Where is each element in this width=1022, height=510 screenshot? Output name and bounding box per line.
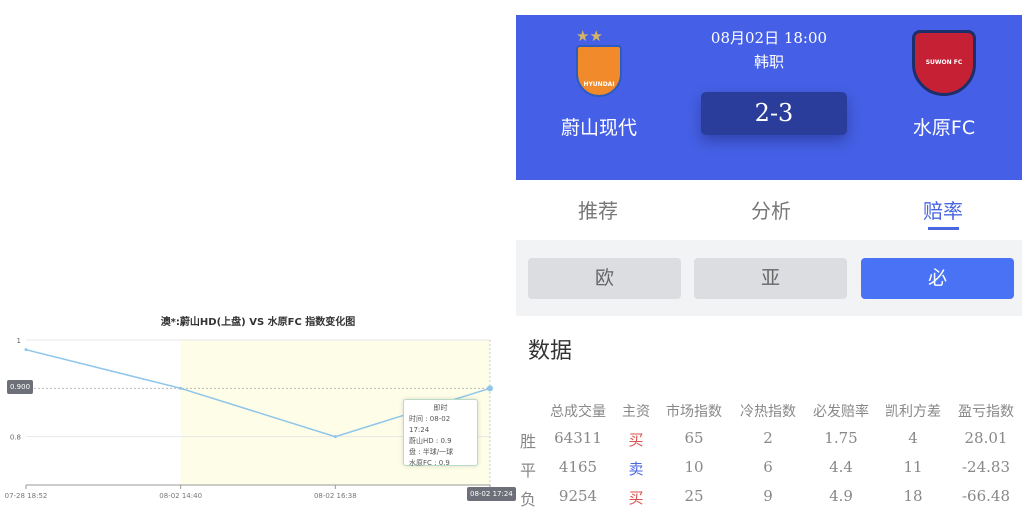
column-header: 总成交量 [550, 404, 606, 420]
match-datetime: 08月02日 18:00 [710, 29, 828, 47]
table-cell: 2 [763, 429, 773, 447]
star-icon: ★★ [576, 27, 603, 45]
x-tick-label: 08-02 16:38 [314, 492, 357, 500]
table-cell: 10 [684, 458, 704, 476]
table-cell: 9254 [558, 487, 598, 505]
tooltip-line: 蔚山HD : 0.9 [409, 437, 452, 445]
data-point [333, 435, 337, 439]
chart-title: 澳*:蔚山HD(上盘) VS 水原FC 指数变化图 [160, 317, 356, 328]
money-flow-cell: 买 [628, 489, 644, 507]
table-cell: 9 [763, 487, 773, 505]
home-team-name: 蔚山现代 [560, 117, 637, 139]
chart-tooltip: 即时 时间 : 08-02 17:24 蔚山HD : 0.9 盘 : 半球/一球… [403, 399, 478, 467]
odds-chart: 澳*:蔚山HD(上盘) VS 水原FC 指数变化图 1 0.8 07-28 18:5… [0, 305, 516, 507]
x-axis-pointer-label: 08-02 17:24 [467, 487, 516, 501]
column-header: 凯利方差 [885, 404, 941, 420]
table-cell: -66.48 [961, 487, 1010, 505]
subtab-europe[interactable]: 欧 [528, 258, 681, 299]
table-cell: 65 [684, 429, 704, 447]
column-header: 必发赔率 [813, 404, 869, 420]
league-name: 韩职 [753, 53, 784, 71]
tab-analysis[interactable]: 分析 [751, 199, 791, 223]
y-tick-label: 0.8 [10, 434, 21, 442]
tooltip-line: 时间 : 08-02 17:24 [409, 415, 451, 434]
table-cell: 1.75 [824, 429, 858, 447]
table-cell: 64311 [554, 429, 602, 447]
column-header: 市场指数 [666, 404, 722, 420]
x-tick-label: 08-02 14:40 [159, 492, 202, 500]
table-cell: 4 [908, 429, 918, 447]
data-point [24, 348, 28, 352]
data-point [179, 386, 183, 390]
y-tick-label: 1 [17, 337, 21, 345]
table-cell: 11 [903, 458, 923, 476]
active-tab-indicator [928, 227, 959, 230]
match-panel: ★★ HYUNDAI 蔚山现代 08月02日 18:00 韩职 2-3 SUWO… [516, 15, 1022, 509]
y-axis-pointer-label: 0.900 [7, 380, 34, 394]
subtab-betfair[interactable]: 必 [861, 258, 1014, 299]
subtab-asia[interactable]: 亚 [694, 258, 847, 299]
row-label: 负 [520, 490, 537, 509]
tooltip-line: 盘 : 半球/一球 [409, 448, 454, 456]
tab-recommend[interactable]: 推荐 [578, 199, 618, 223]
section-title: 数据 [528, 339, 573, 364]
main-tabs: 推荐 分析 赔率 [516, 180, 1022, 240]
row-label: 胜 [520, 432, 537, 451]
away-team-name: 水原FC [912, 117, 976, 139]
tooltip-title: 即时 [433, 404, 448, 412]
table-cell: 4.4 [829, 458, 853, 476]
away-team-logo: SUWON FC [912, 30, 976, 96]
money-flow-cell: 买 [628, 431, 644, 449]
column-header: 盈亏指数 [958, 404, 1014, 420]
score: 2-3 [701, 92, 847, 135]
data-point [487, 385, 493, 392]
table-cell: -24.83 [961, 458, 1010, 476]
tab-odds[interactable]: 赔率 [923, 199, 963, 223]
row-label: 平 [520, 461, 537, 480]
table-cell: 28.01 [964, 429, 1008, 447]
table-cell: 25 [684, 487, 704, 505]
home-team-logo: HYUNDAI [576, 45, 622, 97]
table-cell: 4.9 [829, 487, 853, 505]
table-cell: 6 [763, 458, 773, 476]
table-cell: 18 [903, 487, 923, 505]
tooltip-line: 水原FC : 0.9 [409, 459, 450, 467]
money-flow-cell: 卖 [628, 460, 644, 478]
x-tick-label: 07-28 18:52 [5, 492, 48, 500]
match-header: ★★ HYUNDAI 蔚山现代 08月02日 18:00 韩职 2-3 SUWO… [516, 15, 1022, 180]
table-cell: 4165 [558, 458, 598, 476]
subtab-bar: 欧 亚 必 [516, 240, 1022, 316]
column-header: 冷热指数 [740, 404, 796, 420]
column-header: 主资 [622, 404, 650, 420]
